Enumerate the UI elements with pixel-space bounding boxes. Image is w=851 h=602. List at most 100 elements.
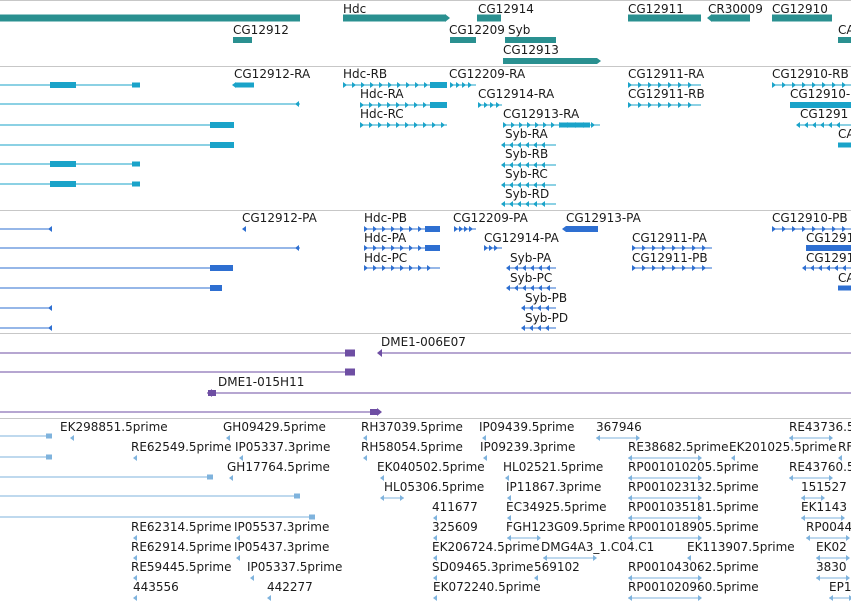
feature-label-ek1143[interactable]: EK1143 — [801, 500, 847, 514]
feature-label-syb-ra[interactable]: Syb-RA — [505, 127, 549, 141]
feature-label-gh09429-5prime[interactable]: GH09429.5prime — [223, 420, 326, 434]
feature-label-cg12912-ra[interactable]: CG12912-RA — [234, 67, 311, 81]
exon-block[interactable] — [806, 245, 851, 251]
feature-label-ip05337-5prime[interactable]: IP05337.5prime — [247, 560, 342, 574]
feature-label-rp001018905-5prime[interactable]: RP001018905.5prime — [628, 520, 759, 534]
feature-label-rf[interactable]: RF — [838, 440, 851, 454]
feature-label-cg12911-pa[interactable]: CG12911-PA — [632, 231, 708, 245]
feature-label-cg12911-ra[interactable]: CG12911-RA — [628, 67, 705, 81]
feature-label-rp001023132-5prime[interactable]: RP001023132.5prime — [628, 480, 759, 494]
exon-block[interactable] — [345, 368, 355, 376]
feature-label-hl02521-5prime[interactable]: HL02521.5prime — [503, 460, 603, 474]
feature-label-cg12913-ra[interactable]: CG12913-RA — [503, 107, 580, 121]
gene-bar[interactable] — [712, 14, 750, 22]
feature-label-ip11867-3prime[interactable]: IP11867.3prime — [506, 480, 601, 494]
exon-block[interactable] — [207, 474, 213, 480]
feature-label-gh17764-5prime[interactable]: GH17764.5prime — [227, 460, 330, 474]
feature-label-cr30009[interactable]: CR30009 — [708, 2, 763, 16]
feature-label-cg12910-pb[interactable]: CG12910-PB — [772, 211, 848, 225]
exon-block[interactable] — [425, 226, 440, 232]
feature-label-cg12910[interactable]: CG12910- — [790, 87, 850, 101]
feature-label-cg12209-ra[interactable]: CG12209-RA — [449, 67, 526, 81]
exon-block[interactable] — [132, 161, 140, 167]
exon-block[interactable] — [430, 82, 447, 88]
feature-label-rp001020960-5prime[interactable]: RP001020960.5prime — [628, 580, 759, 594]
feature-label-rh58054-5prime[interactable]: RH58054.5prime — [361, 440, 463, 454]
feature-label-syb[interactable]: Syb — [508, 23, 530, 37]
feature-label-re38682-5prime[interactable]: RE38682.5prime — [628, 440, 729, 454]
exon-block[interactable] — [430, 102, 447, 108]
feature-label-cg1291[interactable]: CG1291 — [806, 231, 851, 245]
feature-label-cg12911[interactable]: CG12911 — [628, 2, 684, 16]
feature-label-ca[interactable]: CA — [838, 23, 851, 37]
feature-label-cg12913-pa[interactable]: CG12913-PA — [566, 211, 642, 225]
feature-label-re62549-5prime[interactable]: RE62549.5prime — [131, 440, 232, 454]
exon-block[interactable] — [838, 142, 851, 148]
feature-label-rh37039-5prime[interactable]: RH37039.5prime — [361, 420, 463, 434]
feature-label-cg12912-pa[interactable]: CG12912-PA — [242, 211, 318, 225]
feature-label-151527[interactable]: 151527 — [801, 480, 847, 494]
feature-label-cg12911-rb[interactable]: CG12911-RB — [628, 87, 705, 101]
exon-block[interactable] — [50, 181, 76, 187]
feature-label-hdc-rb[interactable]: Hdc-RB — [343, 67, 387, 81]
feature-label-569102[interactable]: 569102 — [534, 560, 580, 574]
feature-label-ek113907-5prime[interactable]: EK113907.5prime — [687, 540, 795, 554]
feature-label-re62914-5prime[interactable]: RE62914.5prime — [131, 540, 232, 554]
gene-bar[interactable] — [343, 14, 445, 22]
feature-label-ec34925-5prime[interactable]: EC34925.5prime — [506, 500, 607, 514]
exon-block[interactable] — [838, 285, 851, 291]
feature-label-hdc-ra[interactable]: Hdc-RA — [360, 87, 404, 101]
feature-label-ip05537-3prime[interactable]: IP05537.3prime — [234, 520, 329, 534]
feature-label-cg12914[interactable]: CG12914 — [478, 2, 534, 16]
feature-label-442277[interactable]: 442277 — [267, 580, 313, 594]
feature-label-ek072240-5prime[interactable]: EK072240.5prime — [433, 580, 541, 594]
feature-label-re59445-5prime[interactable]: RE59445.5prime — [131, 560, 232, 574]
exon-block[interactable] — [210, 142, 234, 148]
exon-block[interactable] — [370, 409, 377, 415]
feature-label-rp001010205-5prime[interactable]: RP001010205.5prime — [628, 460, 759, 474]
feature-label-dme1-006e07[interactable]: DME1-006E07 — [381, 335, 466, 349]
feature-label-syb-pc[interactable]: Syb-PC — [510, 271, 552, 285]
feature-label-cg12913[interactable]: CG12913 — [503, 43, 559, 57]
feature-label-ip09239-3prime[interactable]: IP09239.3prime — [480, 440, 575, 454]
feature-label-cg12910-rb[interactable]: CG12910-RB — [772, 67, 849, 81]
exon-block[interactable] — [210, 122, 234, 128]
feature-label-re43760-5[interactable]: RE43760.5 — [789, 460, 851, 474]
feature-label-sd09465-3prime[interactable]: SD09465.3prime — [432, 560, 533, 574]
exon-block[interactable] — [50, 161, 76, 167]
feature-label-hl05306-5prime[interactable]: HL05306.5prime — [384, 480, 484, 494]
exon-block[interactable] — [210, 265, 233, 271]
exon-block[interactable] — [236, 82, 254, 88]
feature-label-cg12914-ra[interactable]: CG12914-RA — [478, 87, 555, 101]
feature-label-411677[interactable]: 411677 — [432, 500, 478, 514]
feature-label-ep1[interactable]: EP1 — [829, 580, 851, 594]
gene-bar[interactable] — [450, 37, 476, 43]
feature-label-ca[interactable]: CA — [838, 127, 851, 141]
exon-block[interactable] — [208, 390, 216, 396]
exon-block[interactable] — [294, 493, 300, 499]
feature-label-syb-pa[interactable]: Syb-PA — [510, 251, 552, 265]
gene-bar[interactable] — [233, 37, 252, 43]
feature-label-syb-pb[interactable]: Syb-PB — [525, 291, 567, 305]
gene-bar[interactable] — [503, 58, 597, 64]
feature-label-325609[interactable]: 325609 — [432, 520, 478, 534]
feature-label-re43736-5[interactable]: RE43736.5 — [789, 420, 851, 434]
gene-bar[interactable] — [628, 14, 701, 22]
feature-label-ip05437-3prime[interactable]: IP05437.3prime — [234, 540, 329, 554]
feature-label-re62314-5prime[interactable]: RE62314.5prime — [131, 520, 232, 534]
feature-label-cg12912[interactable]: CG12912 — [233, 23, 289, 37]
feature-label-cg12910[interactable]: CG12910 — [772, 2, 828, 16]
feature-label-ek298851-5prime[interactable]: EK298851.5prime — [60, 420, 168, 434]
gene-bar[interactable] — [838, 37, 851, 43]
exon-block[interactable] — [132, 181, 140, 187]
feature-label-ek02[interactable]: EK02 — [816, 540, 847, 554]
feature-label-syb-rb[interactable]: Syb-RB — [505, 147, 548, 161]
feature-label-cg12914-pa[interactable]: CG12914-PA — [484, 231, 560, 245]
feature-label-dmg4a3-1-c04-c1[interactable]: DMG4A3_1.C04.C1 — [541, 540, 654, 554]
gene-bar[interactable] — [772, 14, 832, 22]
feature-label-hdc-pb[interactable]: Hdc-PB — [364, 211, 407, 225]
exon-block[interactable] — [46, 454, 52, 460]
exon-block[interactable] — [345, 349, 355, 357]
